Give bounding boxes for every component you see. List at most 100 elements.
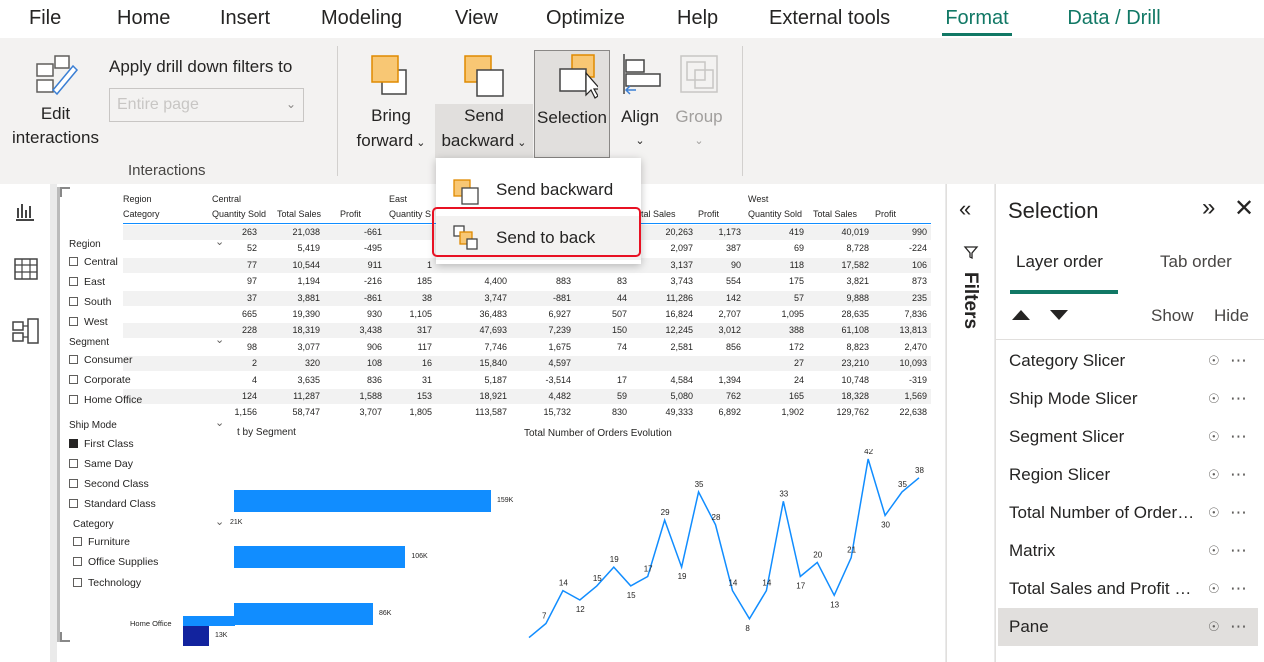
- checkbox[interactable]: [69, 375, 78, 384]
- eye-icon[interactable]: ☉: [1208, 581, 1220, 596]
- eye-icon[interactable]: ☉: [1208, 543, 1220, 558]
- layer-item[interactable]: Category Slicer ☉ ⋯: [998, 342, 1258, 380]
- tab-modeling[interactable]: Modeling: [321, 7, 403, 29]
- checkbox[interactable]: [73, 578, 82, 587]
- bar[interactable]: [234, 490, 491, 512]
- layer-item[interactable]: Total Number of Orders Evolution ☉ ⋯: [998, 494, 1258, 532]
- checkbox[interactable]: [69, 355, 78, 364]
- eye-icon[interactable]: ☉: [1208, 467, 1220, 482]
- tab-layer-order[interactable]: Layer order: [1016, 252, 1103, 271]
- matrix-cell: 320: [304, 358, 320, 369]
- checkbox[interactable]: [69, 395, 78, 404]
- chevron-down-icon[interactable]: ⌄: [215, 417, 225, 429]
- send-backward-button[interactable]: Send backward ⌄: [435, 50, 533, 156]
- resize-handle[interactable]: [60, 187, 70, 197]
- slicer-item[interactable]: Home Office: [69, 394, 142, 406]
- collapse-left-icon[interactable]: «: [959, 196, 972, 221]
- slicer-item[interactable]: Same Day: [69, 458, 133, 470]
- bring-forward-button[interactable]: Bring forward ⌄: [350, 50, 432, 156]
- chevron-down-icon[interactable]: ⌄: [215, 516, 225, 528]
- line-series[interactable]: [528, 458, 920, 639]
- bar[interactable]: [183, 616, 235, 626]
- model-view-icon[interactable]: [12, 318, 40, 344]
- slicer-item[interactable]: West: [69, 316, 108, 328]
- eye-icon[interactable]: ☉: [1208, 429, 1220, 444]
- hide-all-button[interactable]: Hide: [1214, 306, 1249, 325]
- more-options-icon[interactable]: ⋯: [1230, 427, 1247, 446]
- slicer-item[interactable]: Furniture: [73, 536, 130, 548]
- slicer-item[interactable]: Corporate: [69, 374, 131, 386]
- filters-label[interactable]: Filters: [960, 272, 981, 330]
- tab-optimize[interactable]: Optimize: [546, 7, 625, 29]
- apply-drill-select[interactable]: Entire page ⌄: [109, 88, 304, 122]
- eye-icon[interactable]: ☉: [1208, 505, 1220, 520]
- tab-insert[interactable]: Insert: [220, 7, 271, 29]
- more-options-icon[interactable]: ⋯: [1230, 579, 1247, 598]
- checkbox[interactable]: [69, 439, 78, 448]
- layer-item[interactable]: Matrix ☉ ⋯: [998, 532, 1258, 570]
- group-button[interactable]: Group ⌄: [670, 50, 728, 154]
- slicer-item[interactable]: Consumer: [69, 354, 132, 366]
- edit-interactions-button[interactable]: Edit interactions: [8, 52, 103, 150]
- checkbox[interactable]: [69, 479, 78, 488]
- bar[interactable]: [234, 546, 406, 568]
- slicer-item[interactable]: Second Class: [69, 478, 149, 490]
- chevron-down-icon[interactable]: ⌄: [215, 236, 225, 248]
- tab-help[interactable]: Help: [677, 7, 719, 29]
- selection-pane-title: Selection: [1008, 198, 1099, 223]
- slicer-item[interactable]: South: [69, 296, 111, 308]
- move-down-icon[interactable]: [1048, 308, 1070, 322]
- chevron-down-icon[interactable]: ⌄: [215, 334, 225, 346]
- line-point-label: 14: [559, 579, 568, 588]
- bar[interactable]: [234, 603, 373, 625]
- more-options-icon[interactable]: ⋯: [1230, 351, 1247, 370]
- layer-item[interactable]: Region Slicer ☉ ⋯: [998, 456, 1258, 494]
- slicer-item[interactable]: Office Supplies: [73, 556, 158, 568]
- bar-secondary[interactable]: [183, 626, 209, 646]
- checkbox[interactable]: [69, 499, 78, 508]
- resize-handle[interactable]: [60, 632, 70, 642]
- slicer-item[interactable]: Technology: [73, 577, 141, 589]
- layer-item[interactable]: Segment Slicer ☉ ⋯: [998, 418, 1258, 456]
- menu-item-send-to-back[interactable]: Send to back: [436, 216, 641, 260]
- tab-home[interactable]: Home: [117, 7, 171, 29]
- slicer-item[interactable]: Standard Class: [69, 498, 156, 510]
- more-options-icon[interactable]: ⋯: [1230, 465, 1247, 484]
- more-options-icon[interactable]: ⋯: [1230, 617, 1247, 636]
- tab-file[interactable]: File: [29, 7, 62, 29]
- tab-format[interactable]: Format: [920, 0, 1034, 38]
- checkbox[interactable]: [73, 537, 82, 546]
- slicer-item[interactable]: East: [69, 276, 105, 288]
- layer-item[interactable]: Total Sales and Profit by Segment ☉ ⋯: [998, 570, 1258, 608]
- eye-icon[interactable]: ☉: [1208, 619, 1220, 634]
- layer-item[interactable]: Ship Mode Slicer ☉ ⋯: [998, 380, 1258, 418]
- slicer-item[interactable]: First Class: [69, 438, 134, 450]
- table-view-icon[interactable]: [14, 258, 38, 280]
- tab-external-tools[interactable]: External tools: [769, 7, 891, 29]
- more-options-icon[interactable]: ⋯: [1230, 389, 1247, 408]
- align-button[interactable]: Align ⌄: [614, 50, 666, 154]
- slicer-item[interactable]: Central: [69, 256, 118, 268]
- layer-item[interactable]: Pane ☉ ⋯: [998, 608, 1258, 646]
- show-all-button[interactable]: Show: [1151, 306, 1194, 325]
- tab-tab-order[interactable]: Tab order: [1160, 252, 1232, 271]
- checkbox[interactable]: [73, 557, 82, 566]
- selection-button[interactable]: Selection: [534, 50, 610, 158]
- tab-view[interactable]: View: [455, 7, 498, 29]
- more-options-icon[interactable]: ⋯: [1230, 503, 1247, 522]
- checkbox[interactable]: [69, 277, 78, 286]
- checkbox[interactable]: [69, 257, 78, 266]
- checkbox[interactable]: [69, 459, 78, 468]
- menu-item-send-backward[interactable]: Send backward: [436, 168, 641, 212]
- report-view-icon[interactable]: [14, 200, 36, 222]
- tab-data-drill[interactable]: Data / Drill: [1040, 0, 1188, 38]
- matrix-cell: 11,286: [666, 292, 693, 303]
- checkbox[interactable]: [69, 297, 78, 306]
- expand-icon[interactable]: »: [1202, 194, 1216, 221]
- move-up-icon[interactable]: [1010, 308, 1032, 322]
- more-options-icon[interactable]: ⋯: [1230, 541, 1247, 560]
- close-icon[interactable]: ✕: [1234, 195, 1255, 222]
- checkbox[interactable]: [69, 317, 78, 326]
- eye-icon[interactable]: ☉: [1208, 391, 1220, 406]
- eye-icon[interactable]: ☉: [1208, 353, 1220, 368]
